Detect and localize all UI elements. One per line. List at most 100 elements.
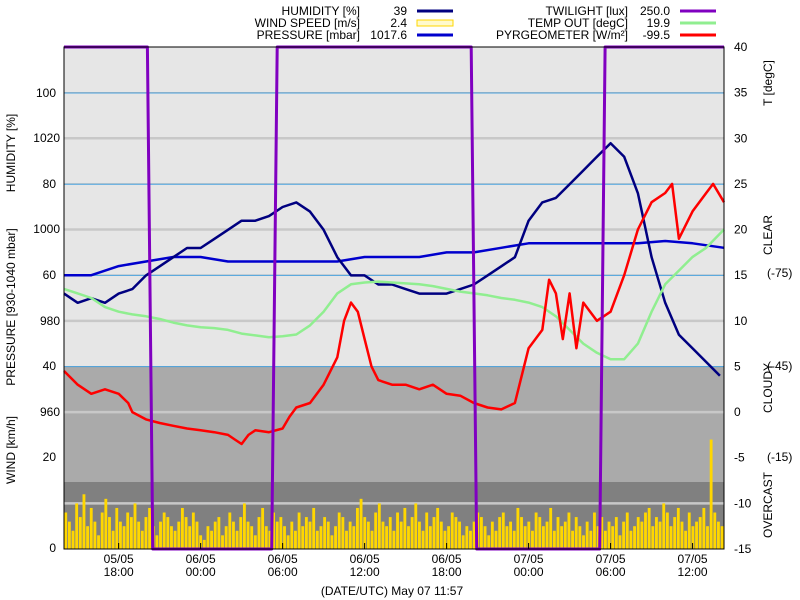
wind-bar [290, 521, 294, 549]
x-tick-date: 06/05 [186, 552, 216, 566]
wind-ticks: 20 0 [43, 450, 57, 555]
wind-bar [122, 526, 126, 549]
wind-bar [662, 503, 666, 549]
wind-bar [428, 526, 432, 549]
wind-bar [644, 512, 647, 549]
wind-bar [509, 521, 513, 549]
x-axis-title: (DATE/UTC) May 07 11:57 [321, 584, 464, 598]
series-line-humidity [63, 141, 721, 377]
wind-bar [571, 530, 574, 549]
grid [64, 92, 724, 505]
wind-bar [78, 517, 82, 549]
temp-tick-label: 30 [734, 131, 748, 145]
wind-bar [527, 521, 531, 549]
x-ticks: 05/0518:0006/0500:0006/0506:0006/0512:00… [104, 543, 708, 579]
wind-bar [469, 530, 472, 549]
wind-bar [206, 526, 210, 549]
wind-bar [516, 507, 520, 549]
x-tick-time: 00:00 [514, 565, 544, 579]
wind-bar [330, 535, 334, 549]
wind-bar [334, 526, 337, 549]
wind-bar [148, 507, 152, 549]
x-tick-date: 06/05 [350, 552, 380, 566]
x-tick-time: 12:00 [350, 565, 380, 579]
wind-bar [126, 512, 130, 549]
wind-bar [593, 512, 596, 549]
wind-bar [538, 517, 542, 549]
humidity-tick-label: 100 [36, 86, 56, 100]
wind-bar [443, 530, 447, 549]
temp-tick-label: -5 [734, 451, 745, 465]
wind-bar [170, 526, 173, 549]
legend-label: TWILIGHT [lux] [546, 4, 628, 18]
cloudy-label: CLOUDY [761, 363, 775, 413]
wind-bar [567, 512, 571, 549]
wind-bar [717, 521, 720, 549]
wind-bar [658, 521, 662, 549]
wind-bar [483, 526, 487, 549]
wind-bar [691, 526, 695, 549]
wind-bar [523, 526, 527, 549]
temp-tick-label: 10 [734, 314, 748, 328]
humidity-tick-label: 80 [43, 177, 57, 191]
wind-bar [676, 507, 680, 549]
wind-bar [159, 521, 162, 549]
wind-bar [600, 517, 604, 549]
wind-bar [345, 530, 348, 549]
wind-bar [655, 517, 658, 549]
pressure-tick-label: 1000 [33, 222, 60, 236]
wind-bar [563, 521, 567, 549]
wind-bar [279, 517, 283, 549]
wind-bar [137, 521, 141, 549]
pyrgeometer-marker: (-45) [767, 359, 792, 373]
wind-bar [308, 521, 312, 549]
wind-bar [611, 526, 615, 549]
wind-bar [414, 503, 418, 549]
wind-bar [275, 521, 279, 549]
wind-bar [177, 521, 181, 549]
wind-bar [490, 521, 494, 549]
wind-bar [191, 512, 195, 549]
wind-bar [297, 512, 301, 549]
wind-bar [97, 535, 100, 549]
wind-bar [67, 521, 71, 549]
wind-bar [436, 507, 440, 549]
temp-tick-label: 20 [734, 223, 748, 237]
temp-tick-label: 5 [734, 359, 741, 373]
wind-bar [541, 526, 545, 549]
temp-tick-label: 25 [734, 177, 748, 191]
wind-bar [596, 526, 600, 549]
wind-bar [560, 526, 564, 549]
wind-bar [461, 535, 465, 549]
wind-bar [195, 521, 199, 549]
wind-bar [396, 512, 399, 549]
wind-bar [104, 498, 108, 549]
temp-tick-label: -10 [734, 496, 752, 510]
wind-bar [392, 530, 396, 549]
series-line-temp [63, 228, 725, 361]
wind-bar [574, 517, 578, 549]
wind-bar [210, 530, 214, 549]
legend-value: 2.4 [390, 16, 407, 30]
wind-bar [155, 535, 159, 549]
wind-bar [228, 512, 232, 549]
wind-bar [501, 512, 505, 549]
wind-bar [202, 539, 206, 549]
pressure-tick-label: 980 [40, 314, 60, 328]
wind-bar [494, 530, 498, 549]
wind-bar [545, 521, 549, 549]
wind-bar [261, 507, 265, 549]
temp-tick-label: -15 [734, 542, 752, 556]
wind-bar [250, 526, 254, 549]
wind-bar [465, 526, 469, 549]
wind-bar [629, 530, 633, 549]
wind-bar [312, 507, 316, 549]
legend-label: PRESSURE [mbar] [257, 28, 360, 42]
legend: HUMIDITY [%] 39 WIND SPEED [m/s] 2.4 PRESSUR… [255, 4, 716, 42]
wind-bar [432, 517, 436, 549]
clear-band [64, 47, 724, 367]
wind-bar [421, 530, 425, 549]
wind-bar [381, 521, 385, 549]
wind-bar [669, 526, 673, 549]
wind-bar [264, 526, 268, 549]
